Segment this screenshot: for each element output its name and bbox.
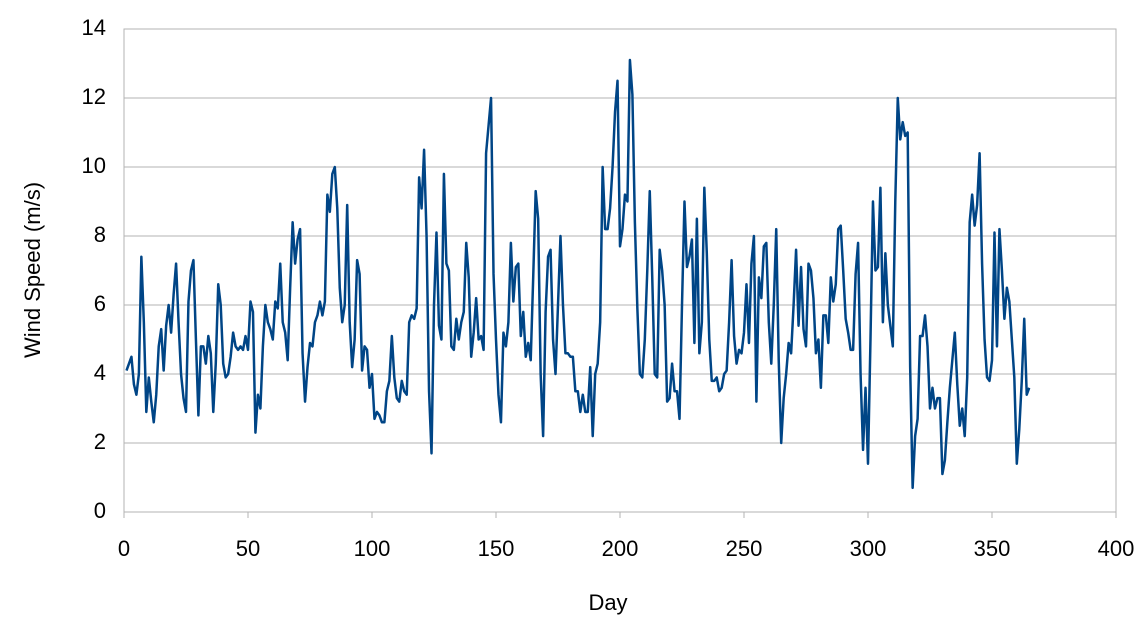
y-tick-label: 6 [94,291,106,316]
x-tick-label: 350 [974,536,1011,561]
y-tick-label: 8 [94,222,106,247]
y-tick-label: 2 [94,429,106,454]
x-tick-label: 150 [478,536,515,561]
x-tick-label: 400 [1098,536,1135,561]
y-tick-label: 12 [82,84,106,109]
x-axis-label: Day [588,590,627,615]
y-tick-label: 0 [94,498,106,523]
x-tick-label: 100 [354,536,391,561]
x-tick-label: 50 [236,536,260,561]
y-tick-label: 4 [94,360,106,385]
x-tick-label: 300 [850,536,887,561]
y-tick-label: 10 [82,153,106,178]
x-tick-label: 200 [602,536,639,561]
y-axis-label: Wind Speed (m/s) [20,182,45,358]
x-tick-label: 0 [118,536,130,561]
x-tick-label: 250 [726,536,763,561]
data-line [125,58,1031,490]
y-tick-label: 14 [82,15,106,40]
plot-frame [123,28,1117,513]
